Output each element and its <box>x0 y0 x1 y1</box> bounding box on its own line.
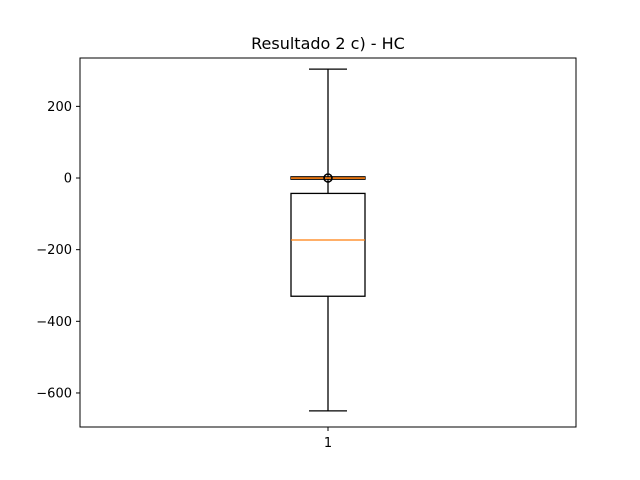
y-tick-label: 0 <box>64 172 72 187</box>
plot-area <box>290 68 366 412</box>
x-tick-label: 1 <box>324 436 332 451</box>
outlier-point <box>323 173 333 183</box>
y-tick-label: −600 <box>36 386 72 401</box>
y-tick-label: −400 <box>36 315 72 330</box>
y-tick-label: 200 <box>47 100 72 115</box>
axes: 200 0 −200 −400 −600 1 <box>36 57 577 451</box>
iqr-box <box>290 192 366 297</box>
y-tick-label: −200 <box>36 243 72 258</box>
chart-title: Resultado 2 c) - HC <box>251 34 405 53</box>
